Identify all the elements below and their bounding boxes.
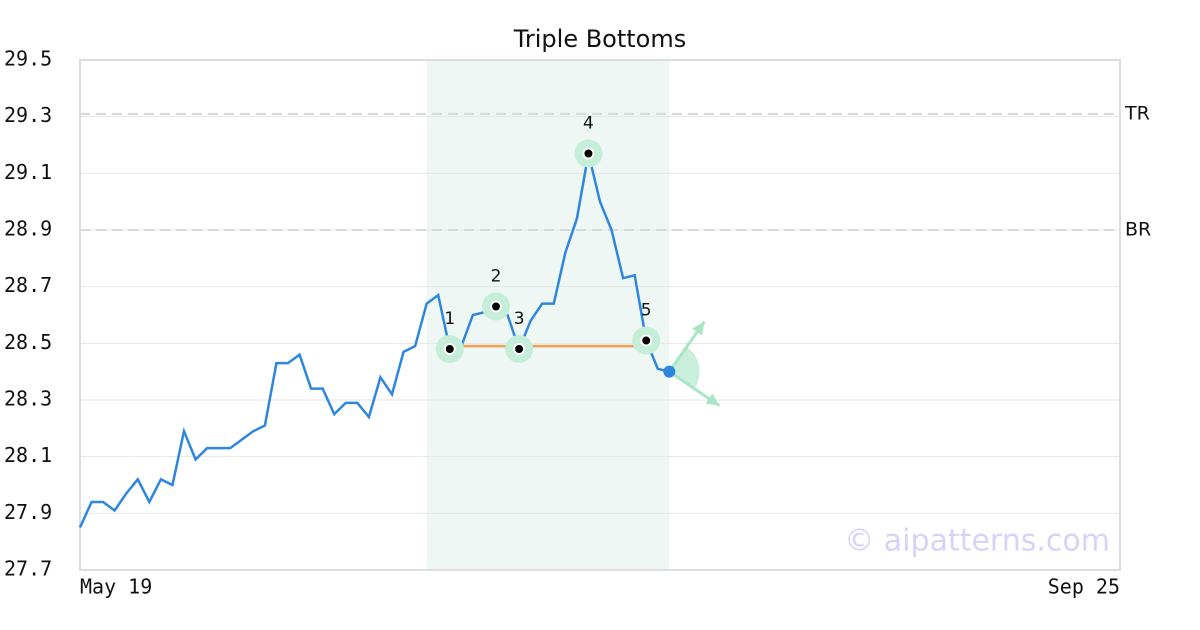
pattern-label: 5 [641, 301, 652, 321]
watermark: © aipatterns.com [844, 524, 1110, 559]
pattern-point [443, 343, 456, 355]
pattern-point [640, 334, 653, 347]
pattern-label: 3 [514, 309, 525, 329]
y-tick-label: 28.1 [4, 443, 52, 467]
arrow-head [705, 393, 720, 406]
x-tick-label: May 19 [80, 575, 152, 599]
plot-frame [79, 59, 1121, 571]
y-tick-label: 29.5 [4, 47, 52, 71]
y-tick-label: 28.5 [4, 330, 52, 354]
y-tick-label: 29.3 [4, 103, 52, 127]
y-tick-label: 28.7 [4, 273, 52, 297]
chart-title: Triple Bottoms [513, 25, 687, 53]
arrow-head [692, 321, 705, 336]
pattern-point [513, 343, 526, 355]
projection-wedge [669, 346, 700, 389]
pattern-label: 2 [491, 267, 502, 287]
pattern-label: 4 [583, 114, 594, 134]
x-tick-label: Sep 25 [1048, 575, 1120, 599]
pattern-point [582, 147, 595, 160]
pattern-label: 1 [444, 309, 455, 329]
level-label: TR [1124, 102, 1150, 124]
y-tick-label: 27.9 [4, 500, 52, 524]
y-tick-label: 28.3 [4, 387, 52, 411]
price-line [78, 153, 670, 529]
y-tick-label: 28.9 [4, 217, 52, 241]
pattern-point [490, 300, 502, 313]
y-tick-label: 29.1 [4, 160, 52, 184]
pattern-region [426, 60, 670, 570]
y-tick-label: 27.7 [4, 557, 52, 581]
level-label: BR [1125, 219, 1151, 241]
last-point [663, 365, 676, 378]
